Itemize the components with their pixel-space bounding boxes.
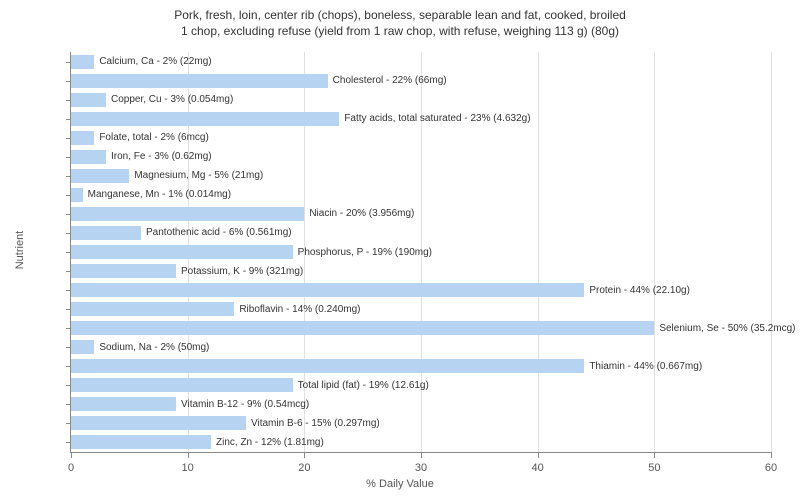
bar-label: Vitamin B-6 - 15% (0.297mg) [251,418,380,429]
bar-label: Protein - 44% (22.10g) [589,285,690,296]
bar-row: Pantothenic acid - 6% (0.561mg) [71,226,292,240]
bar-row: Total lipid (fat) - 19% (12.61g) [71,378,429,392]
bar [71,359,584,373]
title-line-1: Pork, fresh, loin, center rib (chops), b… [174,8,626,22]
x-tick [771,452,772,458]
bar-row: Iron, Fe - 3% (0.62mg) [71,150,212,164]
bar-label: Fatty acids, total saturated - 23% (4.63… [344,113,530,124]
bar [71,378,293,392]
bar-row: Selenium, Se - 50% (35.2mcg) [71,321,796,335]
bar-label: Niacin - 20% (3.956mg) [309,208,414,219]
bar [71,207,304,221]
bar-row: Zinc, Zn - 12% (1.81mg) [71,435,324,449]
bar-label: Manganese, Mn - 1% (0.014mg) [88,189,231,200]
bar-row: Protein - 44% (22.10g) [71,283,690,297]
bar [71,226,141,240]
bar-row: Magnesium, Mg - 5% (21mg) [71,169,263,183]
bar [71,264,176,278]
bar-row: Vitamin B-12 - 9% (0.54mcg) [71,397,309,411]
x-tick-label: 60 [765,462,777,474]
bar [71,93,106,107]
gridline [654,52,655,452]
bar-label: Magnesium, Mg - 5% (21mg) [134,170,263,181]
bar-label: Iron, Fe - 3% (0.62mg) [111,151,212,162]
bar-row: Fatty acids, total saturated - 23% (4.63… [71,112,531,126]
x-tick-label: 30 [415,462,427,474]
x-tick [538,452,539,458]
bar [71,302,234,316]
bar-row: Phosphorus, P - 19% (190mg) [71,245,432,259]
bar-label: Zinc, Zn - 12% (1.81mg) [216,437,324,448]
bar-label: Cholesterol - 22% (66mg) [333,75,447,86]
bar-row: Cholesterol - 22% (66mg) [71,74,447,88]
bar-row: Copper, Cu - 3% (0.054mg) [71,93,233,107]
bar-row: Folate, total - 2% (6mcg) [71,131,209,145]
bar-label: Vitamin B-12 - 9% (0.54mcg) [181,399,309,410]
nutrient-chart: Pork, fresh, loin, center rib (chops), b… [0,0,800,500]
bar [71,55,94,69]
bar-label: Phosphorus, P - 19% (190mg) [298,247,432,258]
bar-row: Vitamin B-6 - 15% (0.297mg) [71,416,380,430]
bar [71,150,106,164]
bar-label: Riboflavin - 14% (0.240mg) [239,304,360,315]
x-tick-label: 0 [68,462,74,474]
bar [71,435,211,449]
x-tick [421,452,422,458]
bar [71,321,654,335]
bar [71,169,129,183]
bar-row: Calcium, Ca - 2% (22mg) [71,55,212,69]
gridline [771,52,772,452]
bar [71,74,328,88]
bar [71,416,246,430]
bar-row: Thiamin - 44% (0.667mg) [71,359,702,373]
bar [71,131,94,145]
x-tick-label: 20 [298,462,310,474]
x-tick [654,452,655,458]
bar-label: Folate, total - 2% (6mcg) [99,132,208,143]
x-tick-label: 10 [182,462,194,474]
plot-area: 0102030405060Calcium, Ca - 2% (22mg)Chol… [70,52,771,453]
chart-title: Pork, fresh, loin, center rib (chops), b… [0,8,800,39]
gridline [538,52,539,452]
x-tick [71,452,72,458]
bar-label: Potassium, K - 9% (321mg) [181,266,303,277]
bar [71,112,339,126]
y-axis-label: Nutrient [14,231,26,270]
bar [71,245,293,259]
bar-row: Sodium, Na - 2% (50mg) [71,340,209,354]
x-tick-label: 40 [532,462,544,474]
bar-label: Copper, Cu - 3% (0.054mg) [111,94,233,105]
bar-label: Selenium, Se - 50% (35.2mcg) [659,323,795,334]
bar [71,397,176,411]
bar-row: Niacin - 20% (3.956mg) [71,207,414,221]
x-tick-label: 50 [648,462,660,474]
bar-row: Potassium, K - 9% (321mg) [71,264,303,278]
bar-label: Sodium, Na - 2% (50mg) [99,342,209,353]
bar [71,283,584,297]
x-tick [188,452,189,458]
x-tick [304,452,305,458]
bar-label: Pantothenic acid - 6% (0.561mg) [146,227,292,238]
bar-row: Manganese, Mn - 1% (0.014mg) [71,188,231,202]
bar-row: Riboflavin - 14% (0.240mg) [71,302,361,316]
bar-label: Total lipid (fat) - 19% (12.61g) [298,380,429,391]
bar [71,188,83,202]
bar-label: Thiamin - 44% (0.667mg) [589,361,702,372]
x-axis-label: % Daily Value [366,478,434,490]
title-line-2: 1 chop, excluding refuse (yield from 1 r… [181,24,619,38]
bar [71,340,94,354]
bar-label: Calcium, Ca - 2% (22mg) [99,56,211,67]
